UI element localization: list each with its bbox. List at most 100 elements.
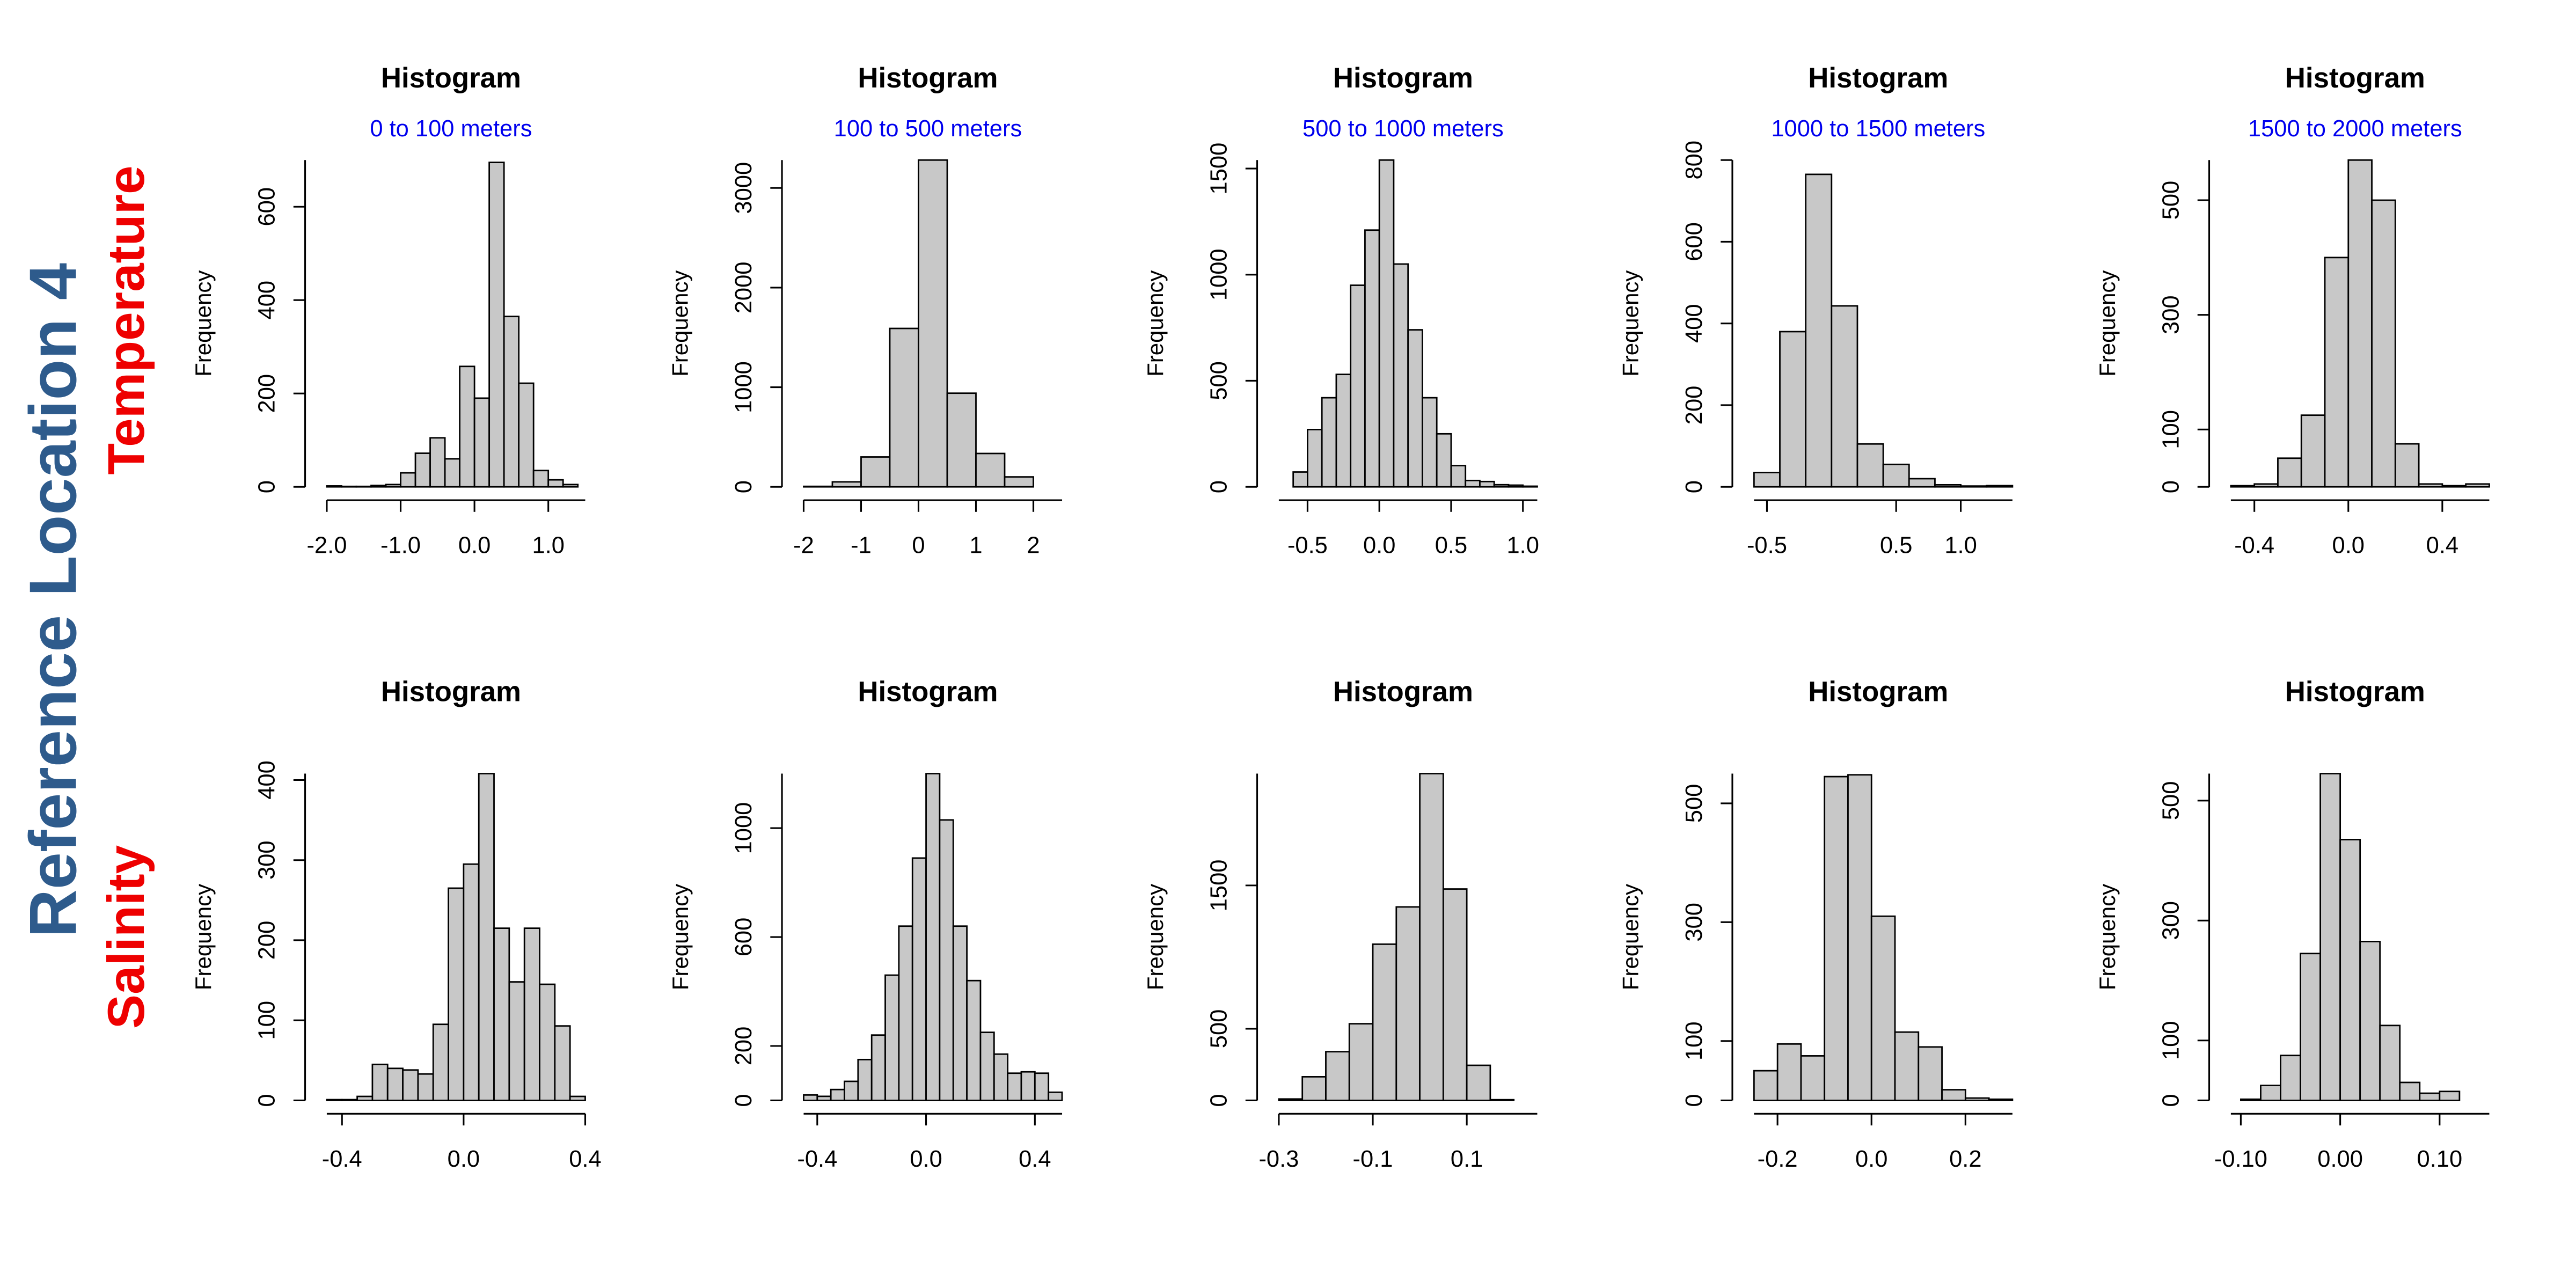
bar [1847,774,1872,1101]
x-tick-label: 1.0 [532,533,564,559]
row-label: Salinity [98,845,155,1029]
bar [488,162,505,488]
y-tick-label: 500 [2158,181,2184,220]
bar [1753,1070,1779,1101]
bar [432,1023,449,1101]
panel-title: Histogram [858,62,998,94]
y-tick-label: 3000 [731,162,757,214]
panel-title: Histogram [2285,62,2425,94]
bar [448,887,465,1101]
bar [2347,159,2373,488]
bar [2324,257,2350,488]
bar [341,485,357,488]
x-tick-label: 1.0 [1944,533,1977,559]
bar [2300,414,2326,488]
bar [569,1095,586,1101]
bar [870,1034,886,1101]
x-tick-label: -0.1 [1353,1146,1393,1172]
bar [1870,915,1896,1101]
bar [1507,484,1524,488]
bar [547,479,564,488]
bar [1831,305,1858,488]
bar [2280,1055,2301,1101]
bar [1918,1046,1943,1101]
bar [2371,199,2396,488]
bar [532,470,550,488]
y-tick-label: 300 [1681,903,1707,942]
bar [2465,483,2490,488]
bar [1020,1071,1036,1101]
bar [993,1053,1009,1101]
y-tick-label: 500 [2158,781,2184,821]
bar [1048,1091,1063,1101]
panel-subtitle: 0 to 100 meters [370,116,532,142]
bar [1894,1031,1920,1101]
y-axis-label: Frequency [1143,270,1168,377]
x-tick-label: 0.0 [1363,533,1395,559]
figure-title: Reference Location 4 [17,263,91,938]
bar [803,1094,818,1101]
y-tick-label: 0 [1206,1094,1232,1107]
bar [830,1088,845,1101]
bar [2300,953,2321,1101]
bar [1960,485,1988,488]
bar [355,485,372,488]
y-tick-label: 0 [1681,1094,1707,1107]
bar [1407,329,1423,488]
bar [1292,471,1308,488]
bar [1988,1098,2014,1101]
bar [979,1031,995,1101]
x-tick-label: 0.0 [1855,1146,1887,1172]
panel-title: Histogram [381,62,521,94]
bar [2253,483,2279,488]
bar [2441,485,2467,488]
bar [1335,374,1352,488]
bar [946,392,977,488]
panel-subtitle: 1000 to 1500 meters [1771,116,1985,142]
bar [1908,478,1936,488]
x-tick-label: 0.5 [1435,533,1467,559]
x-tick-label: 1.0 [1506,533,1539,559]
y-tick-label: 1500 [1206,143,1232,195]
bar [803,485,833,488]
y-tick-label: 1000 [731,361,757,413]
bar [414,452,431,488]
bar [1034,1072,1050,1101]
bar [518,382,535,488]
x-tick-label: 0.0 [2332,533,2365,559]
y-tick-label: 1500 [1206,859,1232,911]
x-tick-label: -0.5 [1287,533,1328,559]
x-tick-label: -2.0 [306,533,347,559]
bar [1779,331,1807,488]
panel-subtitle: 500 to 1000 meters [1302,116,1504,142]
x-tick-label: 0.10 [2417,1146,2463,1172]
panel-title: Histogram [1333,62,1473,94]
y-axis-label: Frequency [1143,884,1168,990]
bar [539,983,556,1101]
x-tick-label: 0.00 [2317,1146,2363,1172]
bar [816,1095,832,1101]
bar [1395,906,1421,1101]
bar [2394,443,2420,488]
y-axis-label: Frequency [191,884,216,990]
bar [1422,397,1438,488]
bar [371,1063,389,1101]
bar [1964,1097,1990,1101]
bar [1776,1043,1802,1101]
bar [1805,173,1833,488]
bar [889,327,919,488]
bar [966,979,982,1101]
y-tick-label: 600 [1681,222,1707,261]
bar [459,365,475,488]
bar [523,927,540,1101]
bar [1004,476,1034,488]
bar [444,458,460,488]
bar [1325,1051,1350,1101]
bar [1753,472,1781,488]
x-tick-label: 1 [969,533,982,559]
y-tick-label: 0 [731,1094,757,1107]
y-axis-label: Frequency [1618,884,1643,990]
x-tick-label: -0.3 [1258,1146,1299,1172]
y-tick-label: 100 [254,1001,280,1040]
